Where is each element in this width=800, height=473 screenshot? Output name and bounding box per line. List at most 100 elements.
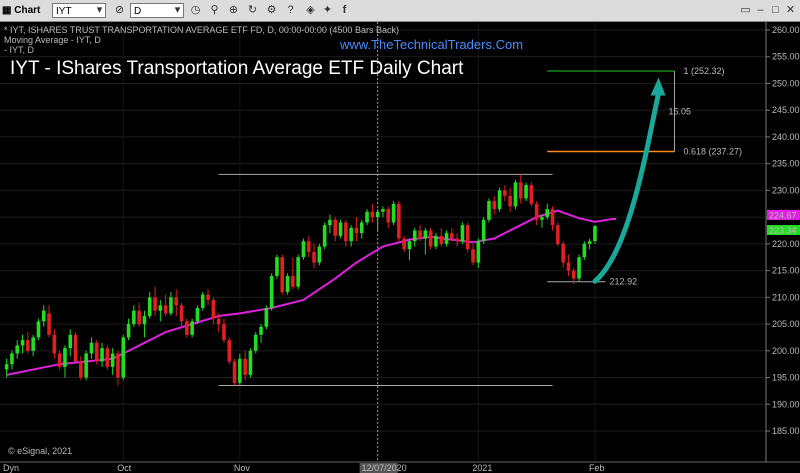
candle <box>306 235 311 258</box>
candle-body <box>402 238 406 250</box>
last-price-marker <box>767 209 800 220</box>
maximize-icon[interactable]: □ <box>772 4 779 16</box>
candle <box>238 353 242 386</box>
y-tick-label: 190.00 <box>772 399 800 409</box>
twitter-icon[interactable]: ✦ <box>322 4 333 16</box>
link-icon[interactable]: ⊘ <box>114 4 125 16</box>
candle <box>248 348 253 378</box>
candle-body <box>359 222 364 234</box>
candle-body <box>232 361 237 383</box>
candle-body <box>444 233 449 244</box>
candle <box>142 310 147 338</box>
candle-body <box>195 308 200 322</box>
chart-icon: ▦ <box>2 5 12 16</box>
clock-icon[interactable]: ◷ <box>190 4 201 16</box>
candle <box>20 334 25 354</box>
candle-body <box>15 345 20 354</box>
candle <box>89 337 94 359</box>
grid-lines <box>0 29 766 432</box>
candle <box>110 348 115 375</box>
candle <box>116 350 120 386</box>
candle <box>317 243 322 266</box>
window-icon[interactable]: ▭ <box>740 4 751 16</box>
candle <box>301 238 306 260</box>
price-chart[interactable]: 212.92 1 (252.32) 0.618 (237.27) 15.05 185… <box>0 22 800 473</box>
candle <box>79 356 83 381</box>
candle-body <box>428 230 433 247</box>
candle-body <box>4 364 9 370</box>
candle-body <box>338 222 343 236</box>
candle-body <box>259 326 263 335</box>
y-tick-label: 260.00 <box>772 25 800 35</box>
candle <box>561 241 565 268</box>
candle-body <box>296 257 300 287</box>
candle-body <box>206 294 210 301</box>
study-header-line1: * IYT, ISHARES TRUST TRANSPORTATION AVER… <box>4 25 399 35</box>
candle-body <box>269 275 274 309</box>
candle <box>487 198 491 223</box>
candle <box>556 222 560 247</box>
y-tick-label: 200.00 <box>772 346 800 356</box>
symbol-input[interactable]: IYT <box>52 3 106 18</box>
candle-body <box>116 353 120 378</box>
candle <box>386 206 391 228</box>
candle-body <box>407 241 412 250</box>
chart-tab[interactable]: ▦ Chart <box>2 3 46 18</box>
interval-input[interactable]: D <box>130 3 184 18</box>
candle-body <box>253 334 258 351</box>
candle <box>179 302 184 327</box>
fib-level-1-label: 1 (252.32) <box>683 66 724 76</box>
chart-title: IYT - IShares Transportation Average ETF… <box>10 58 464 79</box>
candle <box>285 273 290 295</box>
candle-body <box>20 340 25 346</box>
search-icon[interactable]: ⚲ <box>210 4 219 16</box>
cursor-date-marker <box>359 463 398 473</box>
candle <box>423 227 428 255</box>
candle <box>322 222 327 250</box>
candle-body <box>571 270 576 279</box>
price-axis[interactable]: 185.00 190.00 195.00 200.00 205.00 210.00 215.… <box>765 22 800 462</box>
candle <box>577 254 581 282</box>
close-icon[interactable]: ✕ <box>785 4 796 16</box>
candle <box>132 305 136 327</box>
candle-body <box>174 297 179 306</box>
candle <box>412 227 417 247</box>
candle-body <box>397 203 401 239</box>
chart-tab-label: Chart <box>14 5 41 16</box>
candle <box>291 257 295 290</box>
cube-icon[interactable]: ◈ <box>306 4 315 16</box>
facebook-icon[interactable]: f <box>342 4 347 16</box>
fibonacci-extension[interactable]: 1 (252.32) 0.618 (237.27) 15.05 <box>547 66 742 157</box>
candle-body <box>169 297 173 314</box>
candle-body <box>587 241 592 244</box>
candle-body <box>200 294 205 309</box>
candle <box>587 238 592 250</box>
candle <box>68 329 73 357</box>
copyright-label: © eSignal, 2021 <box>8 446 72 456</box>
settings-icon[interactable]: ⚙ <box>266 4 277 16</box>
candle-body <box>36 321 41 338</box>
candle-body <box>147 297 152 317</box>
study-header-line3: - IYT, D <box>4 45 35 55</box>
time-axis[interactable]: Oct Nov 12/07/2020 2021 Feb Dyn © eSignal, 202… <box>0 446 800 473</box>
candle-body <box>264 308 269 327</box>
last-price-marker <box>767 225 800 236</box>
candle <box>545 203 550 220</box>
candle <box>312 243 316 268</box>
candle <box>534 201 539 226</box>
y-tick-label: 250.00 <box>772 78 800 88</box>
cycle-icon[interactable]: ↻ <box>247 4 258 16</box>
minimize-icon[interactable]: – <box>757 4 764 16</box>
interval-dropdown-icon[interactable]: ▾ <box>174 4 181 16</box>
projection-arrow-head <box>650 77 666 96</box>
candle-body <box>375 211 380 218</box>
candle-body <box>423 230 428 239</box>
x-tick-label: Feb <box>589 463 605 473</box>
crosshair-icon[interactable]: ⊕ <box>228 4 239 16</box>
candle-body <box>47 313 51 335</box>
help-icon[interactable]: ? <box>287 4 294 16</box>
fib-level-618-label: 0.618 (237.27) <box>683 147 742 157</box>
candle <box>593 225 597 244</box>
symbol-dropdown-icon[interactable]: ▾ <box>96 4 103 16</box>
candle <box>450 227 454 242</box>
